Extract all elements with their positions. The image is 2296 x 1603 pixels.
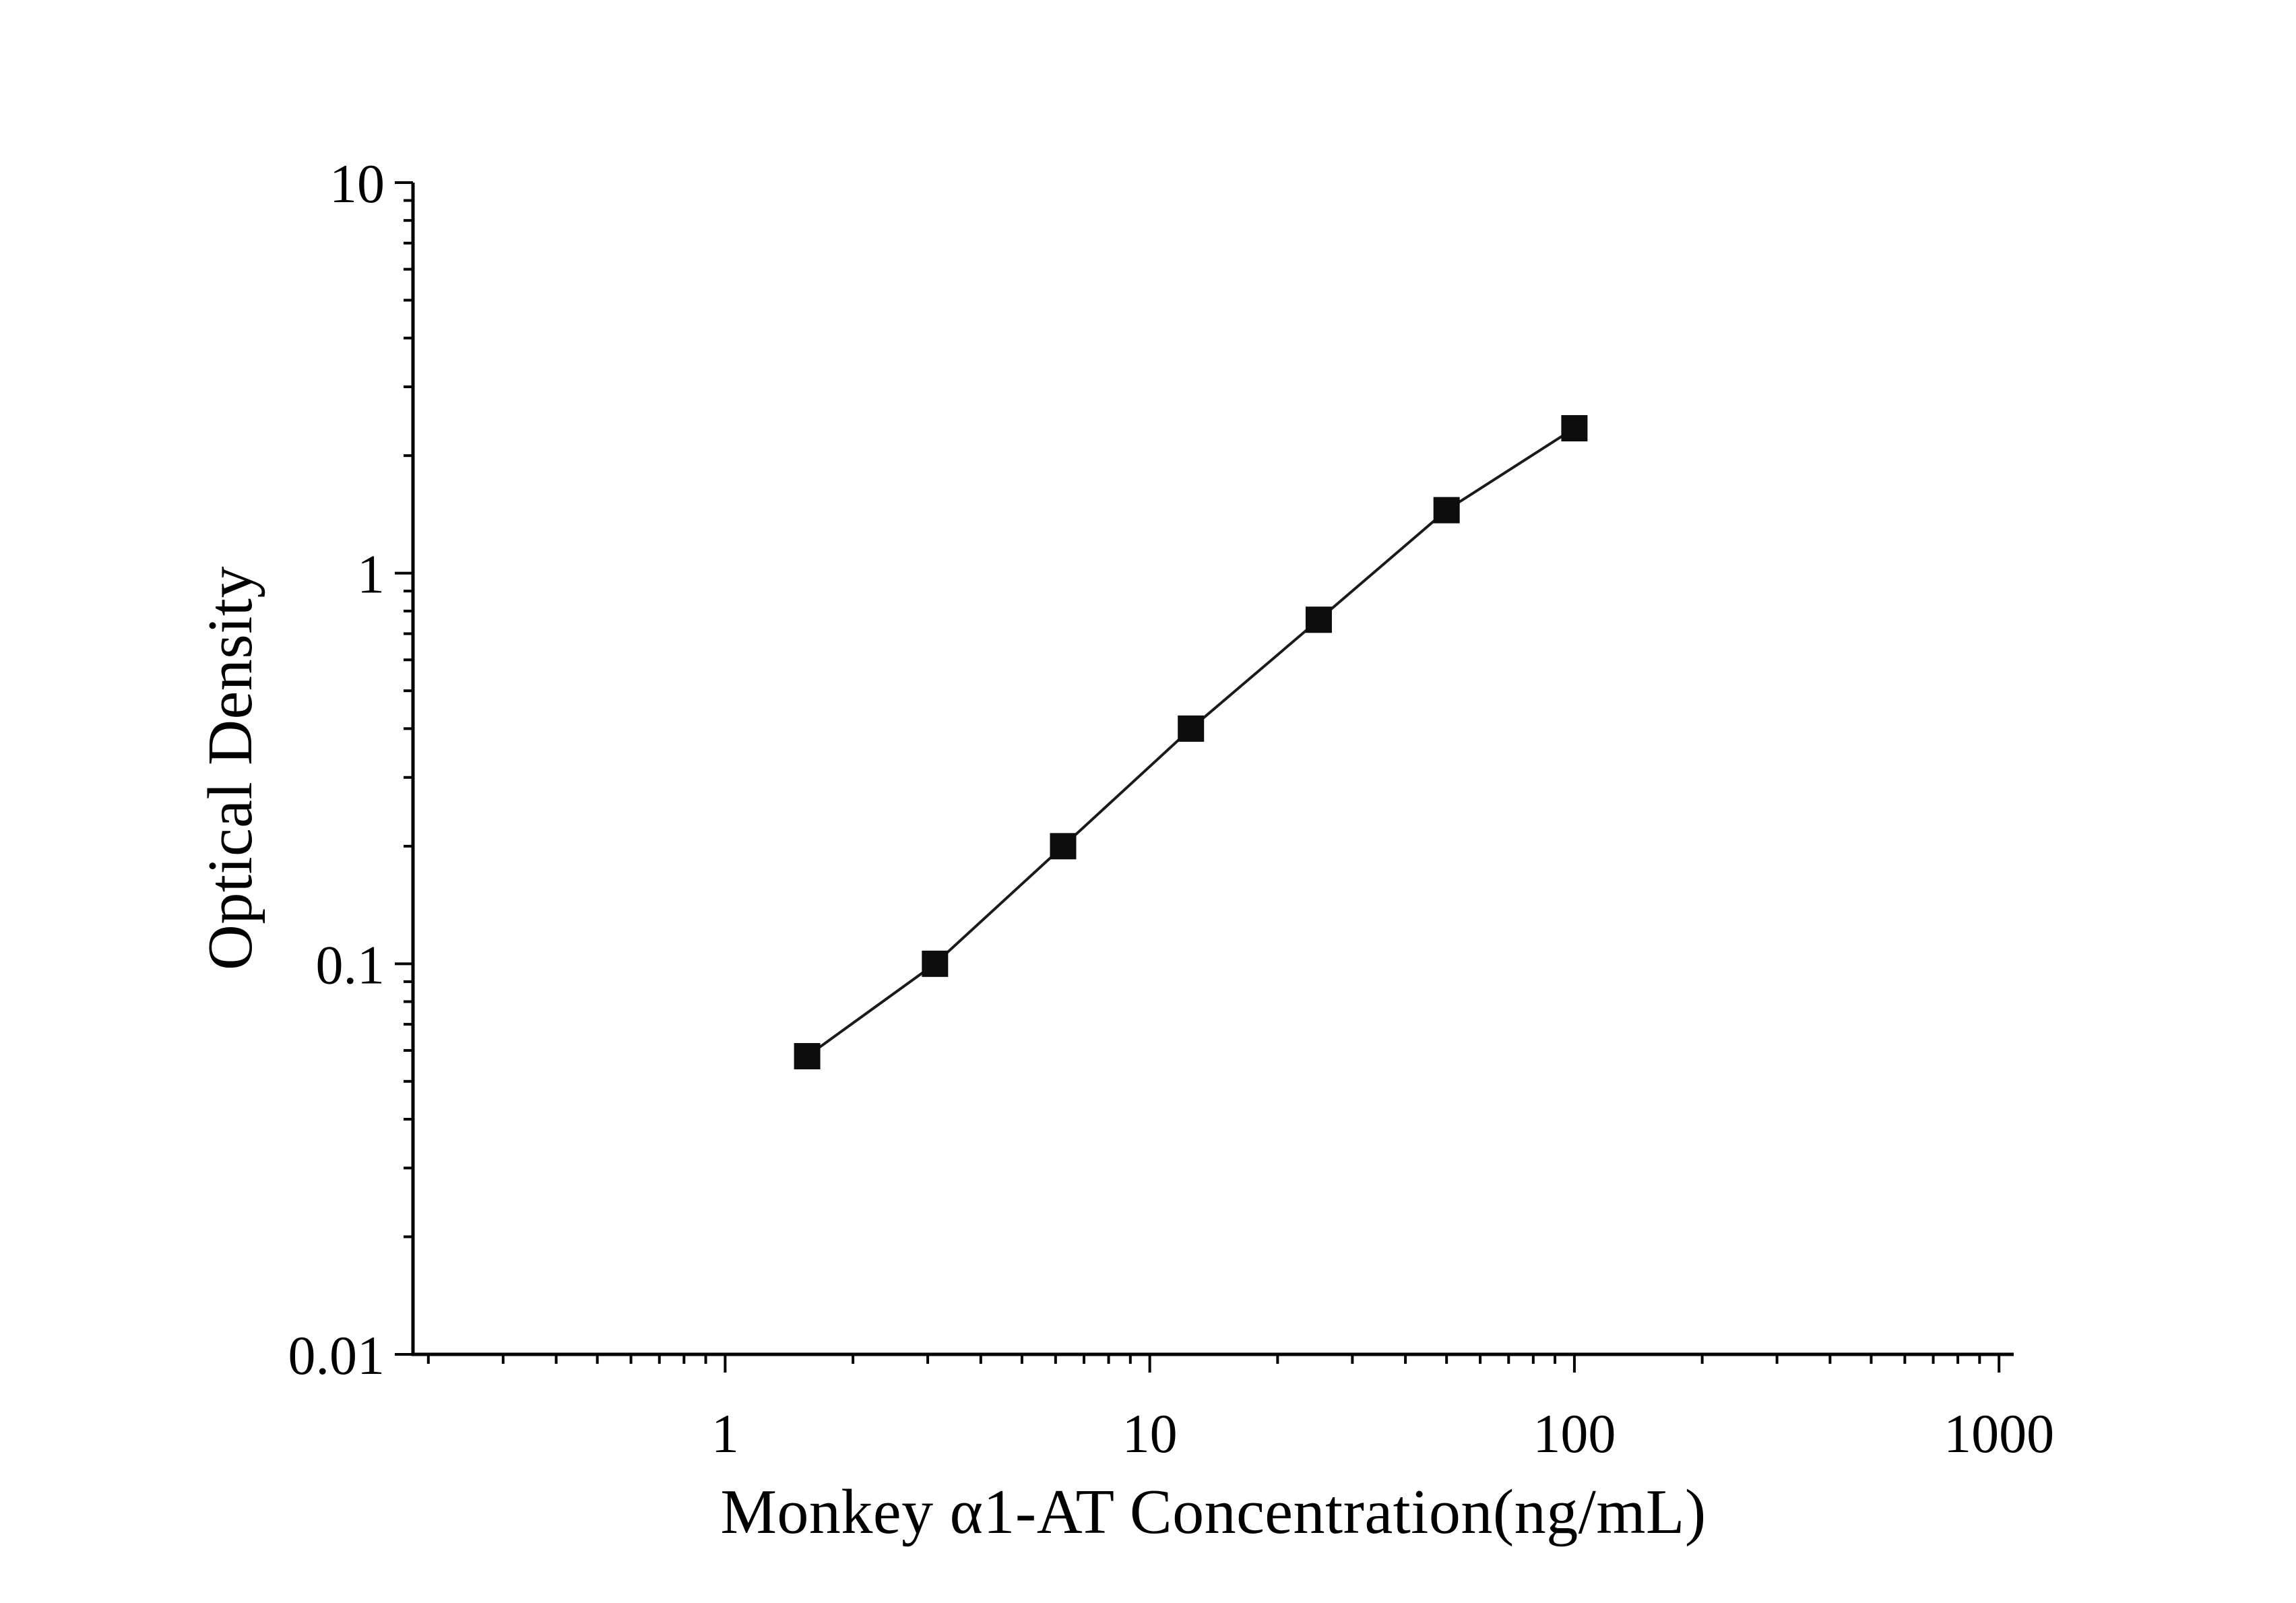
data-point-marker xyxy=(1561,415,1588,442)
standard-curve-series xyxy=(794,415,1588,1069)
axes xyxy=(411,183,2014,1356)
x-tick-label: 1 xyxy=(711,1403,739,1464)
data-point-marker xyxy=(922,950,949,977)
y-axis-ticks: 0.01 0.1 1 10 xyxy=(288,153,413,1386)
y-tick-label: 0.1 xyxy=(316,934,385,995)
y-axis-label: Optical Density xyxy=(195,565,265,971)
x-tick-label: 10 xyxy=(1122,1403,1178,1464)
y-tick-label: 10 xyxy=(329,153,385,214)
x-tick-label: 100 xyxy=(1533,1403,1616,1464)
x-tick-label: 1000 xyxy=(1944,1403,2054,1464)
data-point-marker xyxy=(794,1042,821,1069)
x-axis-ticks: 1 10 100 1000 xyxy=(426,1354,2054,1464)
data-point-marker xyxy=(1178,715,1205,742)
y-tick-label: 1 xyxy=(357,544,385,605)
data-point-marker xyxy=(1433,497,1460,524)
data-point-marker xyxy=(1305,606,1332,633)
x-axis-label: Monkey α1-AT Concentration(ng/mL) xyxy=(720,1477,1707,1547)
data-point-marker xyxy=(1050,833,1077,860)
y-tick-label: 0.01 xyxy=(288,1325,385,1386)
